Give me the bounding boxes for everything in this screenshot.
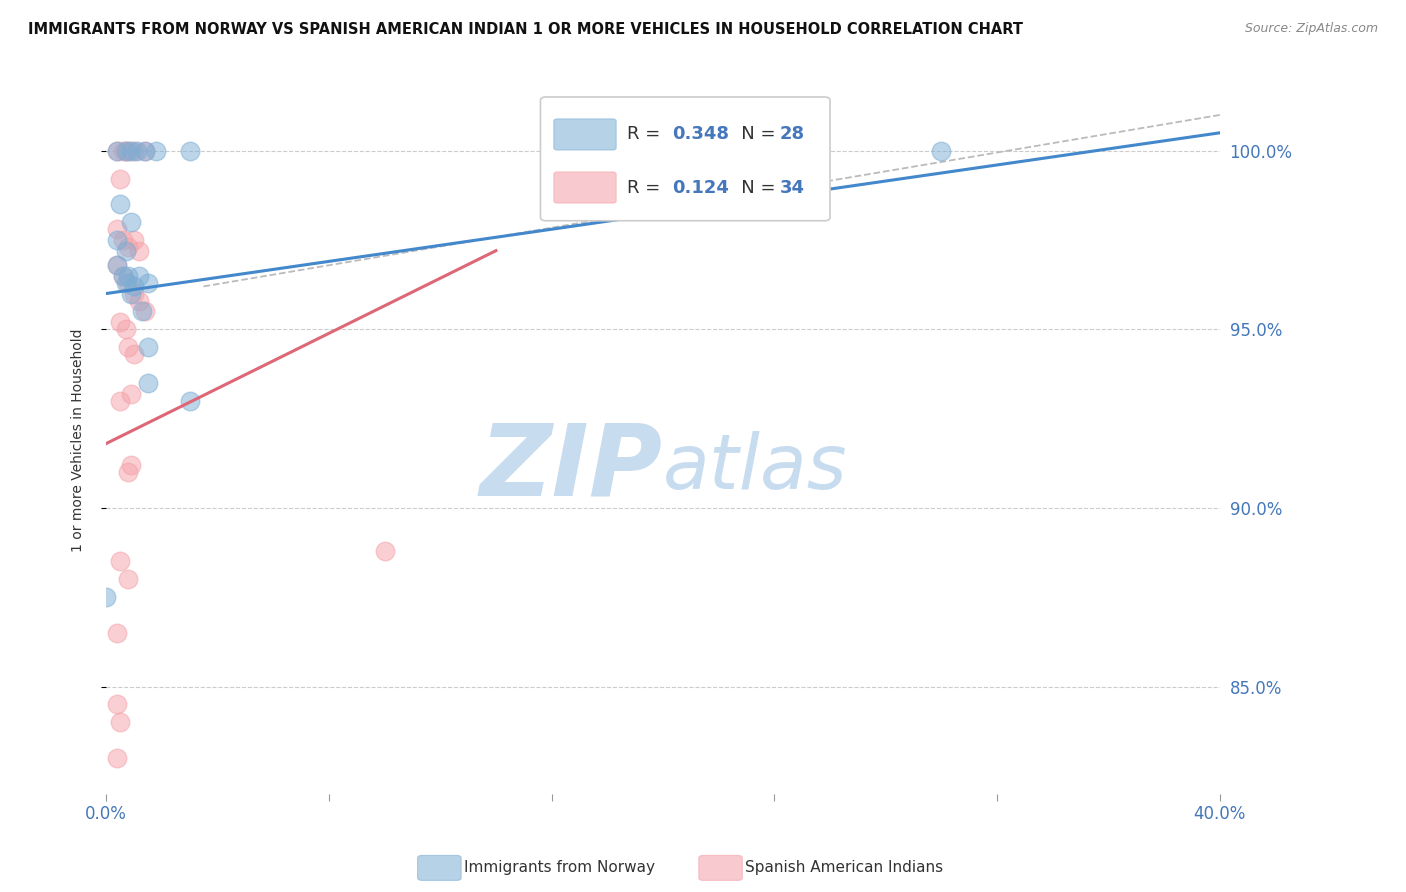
Text: atlas: atlas [664, 432, 848, 505]
Text: Immigrants from Norway: Immigrants from Norway [464, 860, 655, 874]
Text: 28: 28 [780, 126, 806, 144]
Point [931, 144, 953, 158]
Point [122, 144, 145, 158]
Point [134, 144, 156, 158]
Point [105, 144, 128, 158]
Point [145, 144, 167, 158]
Point [108, 554, 131, 568]
Point [120, 144, 142, 158]
Text: N =: N = [724, 178, 782, 196]
Point [108, 315, 131, 329]
Point [117, 268, 139, 283]
Point [117, 276, 139, 290]
Point [108, 172, 131, 186]
Text: R =: R = [627, 178, 666, 196]
Point [111, 144, 134, 158]
Point [128, 244, 150, 258]
Text: 34: 34 [780, 178, 804, 196]
FancyBboxPatch shape [554, 119, 616, 150]
Point [134, 144, 156, 158]
Point [136, 376, 159, 390]
Point [108, 393, 131, 408]
Point [117, 340, 139, 354]
Text: ZIP: ZIP [479, 420, 664, 516]
FancyBboxPatch shape [554, 172, 616, 203]
Point [122, 286, 145, 301]
Point [114, 144, 136, 158]
Point [122, 233, 145, 247]
Point [105, 233, 128, 247]
Point [114, 244, 136, 258]
Point [122, 347, 145, 361]
Text: Source: ZipAtlas.com: Source: ZipAtlas.com [1244, 22, 1378, 36]
Point [134, 304, 156, 318]
Text: N =: N = [724, 126, 782, 144]
Point [120, 386, 142, 401]
Point [117, 144, 139, 158]
Point [111, 233, 134, 247]
Point [114, 144, 136, 158]
Point [105, 258, 128, 272]
Point [128, 268, 150, 283]
Point [117, 572, 139, 586]
Point [652, 108, 675, 122]
Point [114, 276, 136, 290]
Point [105, 222, 128, 236]
Text: 0.348: 0.348 [672, 126, 728, 144]
Point [120, 215, 142, 229]
Point [105, 144, 128, 158]
Point [120, 286, 142, 301]
Point [111, 268, 134, 283]
Text: 0.124: 0.124 [672, 178, 728, 196]
Point [114, 322, 136, 336]
Point [117, 465, 139, 479]
Point [117, 240, 139, 254]
Point [122, 279, 145, 293]
Point [120, 458, 142, 472]
FancyBboxPatch shape [540, 97, 830, 220]
Point [136, 276, 159, 290]
Point [105, 626, 128, 640]
Point [94, 591, 117, 605]
Point [108, 715, 131, 730]
Point [179, 144, 201, 158]
Point [125, 144, 148, 158]
Y-axis label: 1 or more Vehicles in Household: 1 or more Vehicles in Household [72, 328, 86, 552]
Point [105, 258, 128, 272]
Point [128, 293, 150, 308]
Point [111, 268, 134, 283]
Point [105, 698, 128, 712]
Point [131, 304, 153, 318]
Text: Spanish American Indians: Spanish American Indians [745, 860, 943, 874]
Point [136, 340, 159, 354]
Text: R =: R = [627, 126, 666, 144]
Point [373, 543, 395, 558]
Point [179, 393, 201, 408]
Point [108, 197, 131, 211]
Text: IMMIGRANTS FROM NORWAY VS SPANISH AMERICAN INDIAN 1 OR MORE VEHICLES IN HOUSEHOL: IMMIGRANTS FROM NORWAY VS SPANISH AMERIC… [28, 22, 1024, 37]
Point [105, 751, 128, 765]
